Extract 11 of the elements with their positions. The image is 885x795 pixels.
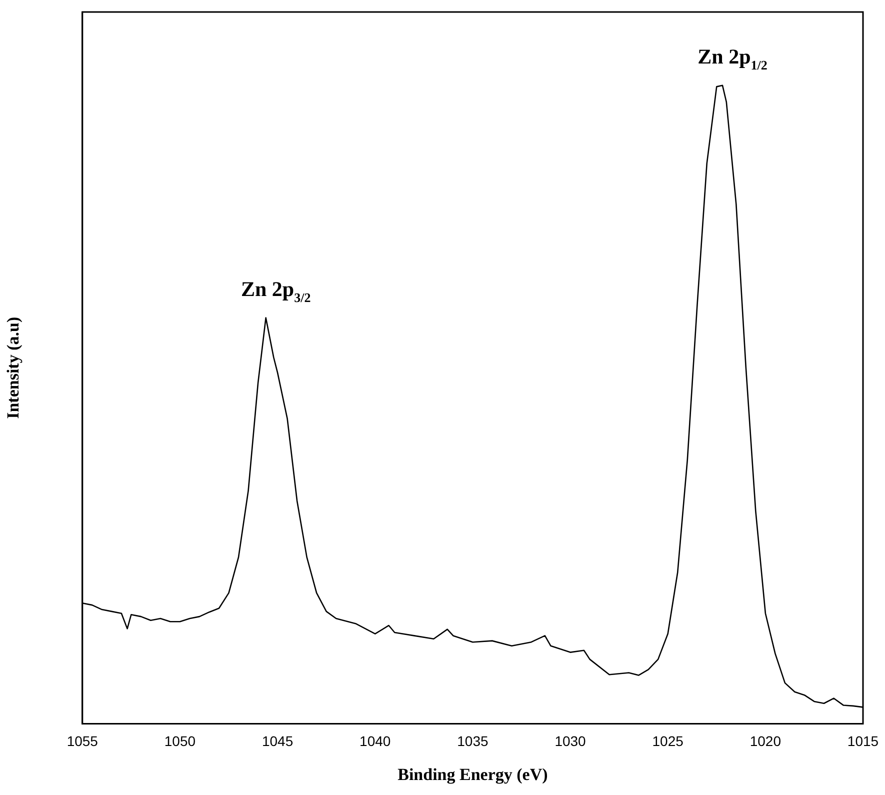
x-axis-title: Binding Energy (eV) <box>398 765 548 784</box>
x-tick-label: 1035 <box>457 733 488 750</box>
x-tick-label: 1045 <box>262 733 294 750</box>
x-tick-label: 1050 <box>164 733 196 750</box>
x-tick-label: 1040 <box>360 733 391 750</box>
x-tick-label: 1055 <box>66 733 98 750</box>
y-axis-title: Intensity (a.u) <box>4 316 23 419</box>
x-tick-label: 1020 <box>750 733 782 750</box>
x-tick-label: 1030 <box>554 733 586 750</box>
x-tick-label: 1025 <box>652 733 684 750</box>
x-tick-label: 1015 <box>847 733 879 750</box>
